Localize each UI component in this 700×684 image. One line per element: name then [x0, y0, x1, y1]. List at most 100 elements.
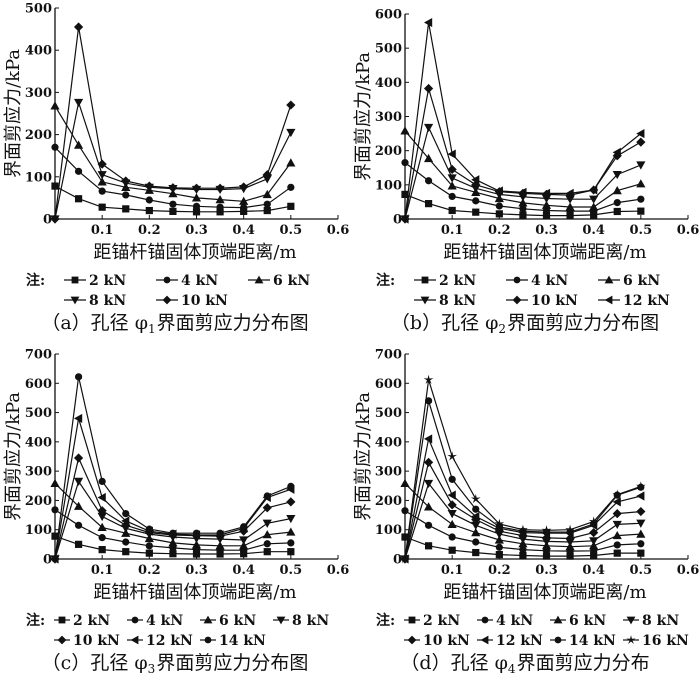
data-point	[636, 179, 646, 188]
legend-label: 4 kN	[181, 273, 218, 289]
y-tick-label: 0	[393, 213, 402, 228]
data-point	[97, 171, 107, 180]
caption-suffix: 界面剪应力分布图	[507, 312, 659, 334]
data-point	[287, 183, 295, 191]
y-tick-label: 600	[25, 377, 52, 392]
data-point	[50, 478, 60, 488]
data-point	[424, 177, 433, 185]
data-point	[73, 453, 84, 463]
data-point	[424, 200, 433, 208]
data-point	[612, 520, 622, 530]
data-point	[51, 506, 59, 514]
data-point	[637, 195, 645, 203]
data-point	[636, 161, 646, 170]
y-tick-label: 600	[375, 377, 402, 392]
data-point	[97, 159, 107, 169]
data-point	[471, 175, 480, 185]
data-point	[191, 193, 202, 202]
data-point	[613, 199, 621, 207]
data-point	[637, 549, 645, 557]
legend-marker-icon	[421, 276, 429, 284]
data-point	[286, 128, 296, 138]
y-tick-label: 400	[25, 44, 52, 59]
y-tick-label: 600	[375, 8, 402, 23]
data-point	[424, 542, 433, 550]
legend-marker-icon	[162, 295, 172, 305]
data-point	[494, 186, 503, 196]
legend-marker-icon	[276, 616, 286, 625]
data-point	[74, 167, 83, 175]
data-point	[424, 397, 433, 405]
data-point	[612, 147, 621, 157]
data-point	[286, 100, 296, 110]
data-point	[97, 492, 106, 503]
legend-marker-icon	[58, 616, 66, 624]
legend-note: 注:	[26, 612, 45, 629]
x-tick-label: 0.6	[677, 563, 700, 578]
data-point	[495, 551, 503, 559]
data-point	[97, 512, 107, 522]
y-tick-label: 500	[375, 42, 402, 57]
y-tick-label: 500	[375, 406, 402, 421]
y-tick-label: 400	[25, 435, 52, 450]
x-axis-title: 距锚杆锚固体顶端距离/m	[443, 582, 646, 603]
subplot-caption: （c）孔径 φ 3 界面剪应力分布图	[42, 652, 309, 676]
legend-label: 10 kN	[531, 293, 578, 309]
data-point	[447, 451, 457, 461]
x-tick-label: 0.2	[138, 223, 161, 238]
y-tick-label: 400	[375, 76, 402, 91]
data-point	[73, 98, 84, 108]
x-tick-label: 0.1	[91, 563, 114, 578]
data-point	[565, 524, 575, 534]
data-point	[612, 170, 622, 180]
data-point	[51, 532, 59, 540]
data-point	[565, 188, 574, 198]
data-point	[565, 202, 575, 211]
x-tick-label: 0.1	[441, 223, 464, 238]
y-tick-label: 300	[375, 110, 402, 125]
data-point	[169, 207, 177, 216]
x-tick-label: 0.4	[582, 563, 605, 578]
subplot-a: 0 100 200 300 400 500 0.1 0.2 0.3 0.4 0.5 0.6 界面剪应力/…	[3, 2, 349, 337]
legend-label: 16 kN	[642, 633, 689, 649]
x-tick-label: 0.4	[232, 563, 255, 578]
data-point	[122, 191, 130, 199]
caption-subscript: 4	[508, 662, 516, 676]
data-point	[495, 543, 503, 551]
legend-item: 8 kN	[273, 613, 329, 629]
legend-item: 4 kN	[477, 613, 533, 629]
x-axis-title: 距锚杆锚固体顶端距离/m	[93, 582, 296, 603]
series-line-4kN	[54, 146, 292, 209]
subplot-b: 0 100 200 300 400 500 600 0.1 0.2 0.3 0.4 0.5 0.6 界面剪…	[353, 8, 699, 337]
caption-suffix: 界面剪应力分布图	[157, 312, 309, 334]
data-point	[240, 523, 248, 531]
x-tick-label: 0.2	[488, 223, 511, 238]
legend-item: 14 kN	[200, 633, 266, 649]
data-point	[612, 186, 622, 195]
data-point	[216, 550, 224, 558]
legend-marker-icon	[131, 616, 139, 624]
legend-label: 2 kN	[423, 613, 460, 629]
x-tick-label: 0.1	[91, 223, 114, 238]
data-point	[423, 502, 434, 511]
caption-suffix: 界面剪应力分布	[517, 652, 650, 674]
data-point	[263, 540, 271, 548]
legend-label: 14 kN	[219, 633, 266, 649]
data-point	[495, 202, 503, 210]
data-point	[191, 540, 202, 549]
data-point	[471, 514, 481, 525]
data-point	[471, 511, 480, 522]
data-point	[216, 203, 224, 211]
data-point	[400, 478, 410, 488]
data-point	[239, 196, 249, 205]
legend-item: 8 kN	[64, 293, 126, 309]
data-point	[215, 541, 225, 550]
data-point	[448, 533, 456, 541]
legend-item: 2 kN	[404, 613, 460, 629]
legend-item: 4 kN	[156, 273, 218, 289]
legend-item: 10 kN	[156, 293, 228, 309]
data-point	[169, 200, 177, 208]
legend-marker-icon	[130, 635, 139, 645]
data-point	[448, 475, 456, 483]
data-point	[494, 518, 505, 528]
